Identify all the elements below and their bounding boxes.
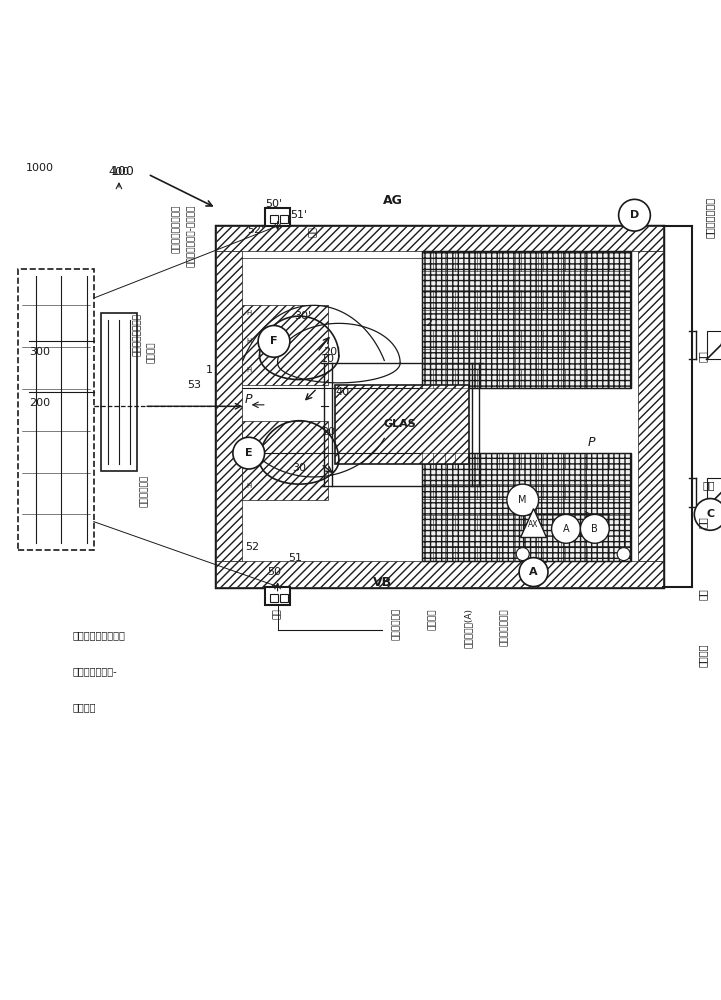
Text: D: D (630, 210, 639, 220)
Text: 1: 1 (205, 365, 213, 375)
Bar (707, 478, 721, 507)
Text: 100: 100 (110, 165, 135, 178)
Text: 燃气: 燃气 (703, 481, 715, 491)
Bar (422, 453, 631, 561)
Text: E: E (245, 448, 252, 458)
Text: 空气进入蓄热器: 空气进入蓄热器 (500, 608, 509, 646)
Text: 测量块的氧化锆-氧气探针: 测量块的氧化锆-氧气探针 (187, 204, 195, 267)
Circle shape (552, 514, 580, 543)
Text: 2: 2 (425, 318, 433, 328)
Text: 废气: 废气 (309, 226, 318, 237)
Text: 300: 300 (29, 347, 50, 357)
Bar (422, 453, 631, 561)
Circle shape (233, 437, 265, 469)
Text: M: M (518, 495, 527, 505)
Text: 阀门: 阀门 (698, 588, 708, 600)
Text: 50: 50 (267, 567, 281, 577)
Text: 53: 53 (187, 380, 202, 390)
Text: 不参与燃烧的空气: 不参与燃烧的空气 (133, 313, 141, 356)
Bar (707, 331, 721, 359)
Circle shape (619, 199, 650, 231)
Text: 空气损失: 空气损失 (698, 643, 708, 667)
Bar (265, 587, 290, 605)
Text: 测量块的氧化锆-: 测量块的氧化锆- (72, 666, 117, 676)
Text: 51': 51' (291, 210, 308, 220)
Text: 1000: 1000 (26, 163, 53, 173)
Text: 50': 50' (265, 199, 283, 209)
Text: 20': 20' (323, 347, 340, 357)
Bar (270, 215, 278, 223)
Bar (216, 226, 663, 251)
Text: 200: 200 (29, 398, 50, 408)
Text: H: H (246, 338, 252, 344)
Text: 具有加热保护料斗和: 具有加热保护料斗和 (172, 204, 181, 253)
Text: H: H (246, 483, 252, 489)
Text: 52: 52 (245, 542, 260, 552)
Text: 具有加热保护料斗和: 具有加热保护料斗和 (72, 630, 125, 640)
Text: 60': 60' (720, 340, 721, 350)
Text: 10: 10 (321, 354, 335, 364)
Circle shape (519, 558, 548, 587)
Text: 20: 20 (321, 427, 335, 437)
Text: 废气: 废气 (698, 516, 708, 528)
Bar (216, 226, 663, 587)
Text: C: C (706, 509, 715, 519)
Text: 氧气探针: 氧气探针 (72, 702, 96, 712)
Text: 30: 30 (292, 463, 306, 473)
Bar (101, 313, 137, 471)
Bar (270, 594, 278, 602)
Text: H: H (246, 454, 252, 460)
Text: H: H (246, 310, 252, 316)
Bar (422, 251, 631, 388)
Text: A: A (562, 524, 570, 534)
Circle shape (694, 499, 721, 530)
Text: VB: VB (373, 576, 392, 589)
Text: 进入锅炉: 进入锅炉 (147, 341, 156, 363)
Circle shape (258, 326, 290, 357)
Bar (216, 251, 242, 561)
Text: 400: 400 (108, 167, 130, 177)
Text: 52': 52' (247, 225, 265, 235)
Text: 燃料: 燃料 (273, 608, 282, 619)
Text: H: H (246, 367, 252, 373)
Bar (335, 385, 469, 464)
Text: 51: 51 (288, 553, 303, 563)
Circle shape (507, 484, 539, 516)
Text: GLAS: GLAS (384, 419, 417, 429)
Text: 40: 40 (335, 387, 350, 397)
Text: P: P (245, 393, 252, 406)
Text: P: P (588, 436, 595, 449)
Text: 空气进入蓄热器: 空气进入蓄热器 (705, 197, 715, 238)
Circle shape (617, 548, 630, 561)
Bar (242, 305, 328, 385)
Bar (422, 251, 631, 388)
Polygon shape (521, 509, 547, 537)
Circle shape (580, 514, 609, 543)
Circle shape (516, 548, 529, 561)
Text: 进入蓄热器(A): 进入蓄热器(A) (464, 608, 473, 648)
Text: F: F (270, 336, 278, 346)
Text: A: A (529, 567, 538, 577)
Text: AG: AG (383, 194, 403, 207)
Bar (280, 215, 288, 223)
Text: 废气: 废气 (698, 350, 708, 362)
Bar (265, 208, 290, 226)
Bar (18, 269, 94, 550)
Text: B: B (591, 524, 598, 534)
Bar (216, 561, 663, 587)
Text: 30': 30' (294, 311, 311, 321)
Bar (638, 251, 663, 561)
Text: 常规调节: 常规调节 (428, 608, 437, 630)
Text: 渗入空气测量: 渗入空气测量 (392, 608, 401, 640)
Bar (280, 594, 288, 602)
Text: 空气进入锅炉: 空气进入锅炉 (140, 475, 149, 507)
Bar (242, 421, 328, 500)
Text: AX: AX (528, 520, 539, 529)
